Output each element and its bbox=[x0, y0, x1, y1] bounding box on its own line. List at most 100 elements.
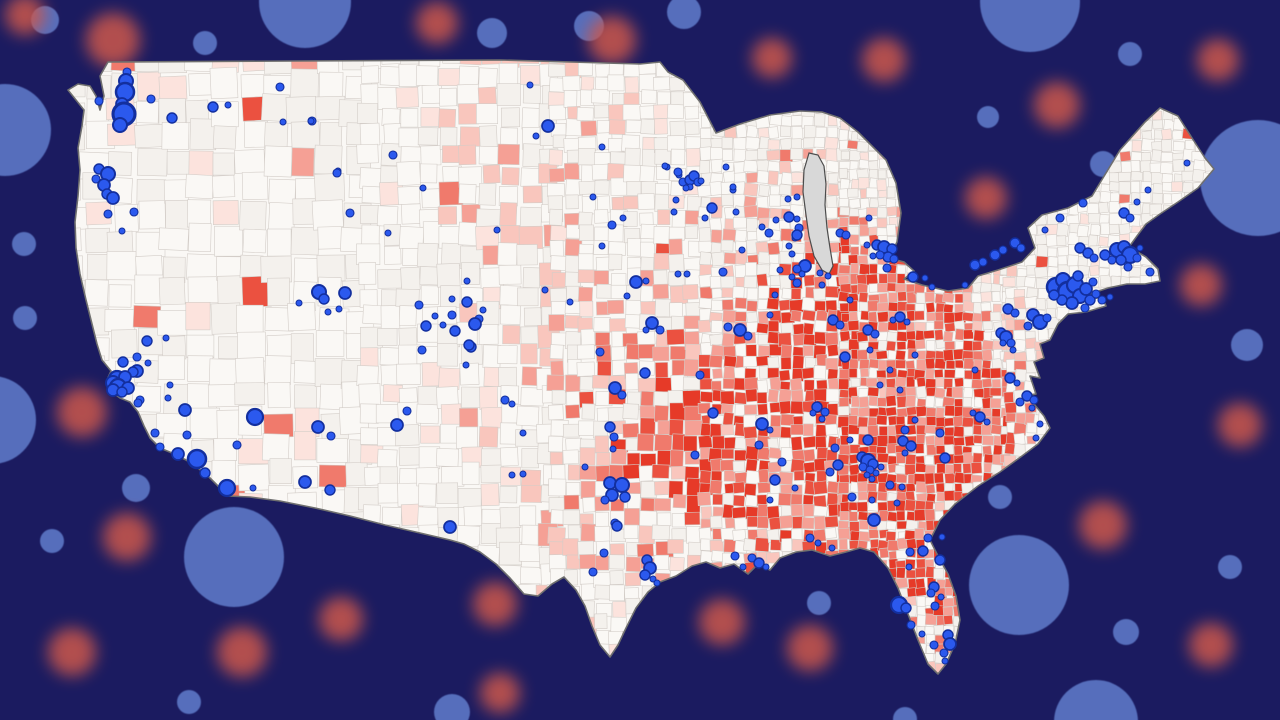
county-cell bbox=[1015, 455, 1028, 468]
county-cell bbox=[933, 74, 944, 86]
county-cell bbox=[293, 431, 317, 461]
county-cell bbox=[849, 680, 861, 692]
county-cell bbox=[549, 451, 564, 465]
county-cell bbox=[1182, 610, 1196, 625]
county-cell bbox=[287, 302, 316, 332]
county-cell bbox=[732, 585, 747, 597]
county-cell bbox=[701, 645, 712, 657]
county-cell bbox=[1215, 213, 1227, 226]
county-cell bbox=[963, 227, 974, 237]
city-bubble bbox=[1041, 226, 1049, 234]
county-cell bbox=[480, 464, 504, 483]
county-cell bbox=[499, 202, 518, 227]
county-cell bbox=[1192, 108, 1206, 120]
county-cell bbox=[1045, 85, 1058, 99]
county-cell bbox=[1024, 537, 1037, 551]
county-cell bbox=[915, 661, 926, 674]
county-cell bbox=[943, 92, 954, 105]
county-cell bbox=[580, 673, 599, 674]
county-cell bbox=[801, 367, 815, 380]
county-cell bbox=[792, 355, 805, 370]
county-cell bbox=[1130, 624, 1141, 636]
county-cell bbox=[972, 595, 984, 606]
city-bubble bbox=[900, 425, 910, 435]
county-cell bbox=[377, 269, 402, 289]
county-cell bbox=[1182, 465, 1196, 476]
county-cell bbox=[1005, 181, 1018, 192]
county-cell bbox=[973, 64, 983, 76]
city-bubble bbox=[402, 406, 412, 416]
county-cell bbox=[655, 677, 671, 690]
county-cell bbox=[1065, 108, 1079, 121]
city-bubble bbox=[672, 196, 680, 204]
county-cell bbox=[962, 131, 972, 143]
county-cell bbox=[520, 668, 538, 674]
county-cell bbox=[356, 642, 379, 665]
county-cell bbox=[923, 218, 935, 228]
county-cell bbox=[1194, 233, 1206, 247]
county-cell bbox=[934, 274, 944, 284]
county-cell bbox=[1098, 652, 1110, 666]
county-cell bbox=[68, 384, 87, 411]
county-cell bbox=[209, 66, 239, 100]
county-cell bbox=[897, 671, 908, 674]
county-cell bbox=[293, 257, 319, 284]
county-cell bbox=[972, 93, 985, 105]
county-cell bbox=[759, 677, 771, 688]
county-cell bbox=[839, 634, 851, 645]
county-cell bbox=[712, 103, 724, 118]
county-cell bbox=[953, 235, 965, 247]
county-cell bbox=[1109, 644, 1122, 656]
county-cell bbox=[733, 80, 745, 92]
county-cell bbox=[1058, 393, 1070, 404]
county-cell bbox=[848, 198, 861, 209]
county-cell bbox=[625, 373, 639, 391]
county-cell bbox=[1173, 351, 1184, 363]
county-cell bbox=[653, 554, 670, 570]
county-cell bbox=[757, 102, 772, 114]
county-cell bbox=[1025, 665, 1037, 674]
county-cell bbox=[1068, 695, 1079, 707]
city-bubble bbox=[1132, 253, 1142, 263]
city-bubble bbox=[103, 209, 113, 219]
county-cell bbox=[981, 654, 993, 666]
county-cell bbox=[293, 360, 318, 384]
county-cell bbox=[700, 621, 712, 634]
county-cell bbox=[1212, 96, 1214, 111]
county-cell bbox=[709, 652, 725, 668]
county-cell bbox=[926, 82, 937, 95]
county-cell bbox=[972, 159, 984, 169]
county-cell bbox=[1120, 621, 1133, 635]
county-cell bbox=[1005, 99, 1015, 109]
county-cell bbox=[1015, 203, 1026, 216]
county-cell bbox=[944, 587, 954, 596]
county-cell bbox=[744, 60, 757, 61]
county-cell bbox=[1015, 666, 1028, 674]
county-cell bbox=[670, 148, 686, 166]
county-cell bbox=[623, 508, 640, 526]
county-cell bbox=[1152, 613, 1164, 624]
county-cell bbox=[916, 187, 927, 199]
county-cell bbox=[1120, 551, 1131, 563]
county-cell bbox=[1192, 98, 1207, 111]
county-cell bbox=[954, 377, 965, 388]
county-cell bbox=[1025, 582, 1036, 594]
county-cell bbox=[357, 685, 379, 707]
county-cell bbox=[1110, 666, 1121, 674]
county-cell bbox=[1203, 593, 1214, 604]
county-cell bbox=[722, 654, 735, 666]
county-cell bbox=[517, 60, 540, 64]
county-cell bbox=[1100, 559, 1112, 573]
county-cell bbox=[982, 596, 994, 607]
county-cell bbox=[859, 558, 871, 569]
county-cell bbox=[886, 586, 899, 597]
county-cell bbox=[990, 112, 1002, 124]
county-cell bbox=[1038, 507, 1048, 521]
county-cell bbox=[755, 607, 770, 620]
county-cell bbox=[1193, 85, 1208, 99]
county-cell bbox=[815, 126, 827, 139]
county-cell bbox=[711, 251, 726, 267]
county-cell bbox=[943, 148, 954, 160]
county-cell bbox=[1192, 317, 1205, 329]
county-cell bbox=[917, 350, 927, 361]
